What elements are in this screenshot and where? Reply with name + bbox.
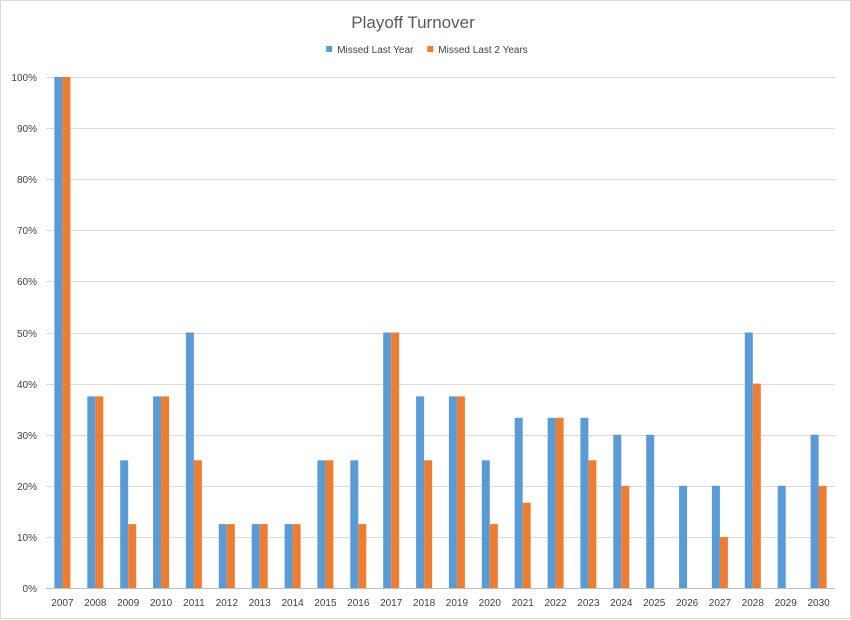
bar-missed-last-year <box>481 460 490 589</box>
x-tick-label: 2015 <box>314 598 337 609</box>
bar-missed-last-year <box>383 332 392 588</box>
x-axis-ticks: 2007 2008 2009 2010 2011 2012 2013 2014 2015 2016… <box>51 598 830 609</box>
bar-missed-last-2-years <box>259 524 268 588</box>
y-tick-label: 60% <box>17 277 37 288</box>
bar-missed-last-2-years <box>555 417 564 588</box>
bar-missed-last-year <box>711 485 720 588</box>
y-axis-ticks: 0% 10% 20% 30% 40% 50% 60% 70% 80% 90% 100% <box>11 73 37 595</box>
x-tick-label: 2007 <box>51 598 74 609</box>
bar-missed-last-2-years <box>325 460 334 589</box>
y-tick-label: 20% <box>17 482 37 493</box>
bar-missed-last-year <box>679 485 688 588</box>
bar-missed-last-2-years <box>456 396 465 588</box>
legend: Missed Last Year Missed Last 2 Years <box>326 45 528 56</box>
legend-label: Missed Last Year <box>337 45 414 56</box>
x-tick-label: 2028 <box>742 598 765 609</box>
bar-missed-last-2-years <box>62 77 71 588</box>
y-tick-label: 0% <box>23 584 38 595</box>
bar-missed-last-2-years <box>193 460 202 589</box>
bar-missed-last-2-years <box>95 396 104 588</box>
x-tick-label: 2017 <box>380 598 403 609</box>
bar-missed-last-year <box>284 524 293 588</box>
x-tick-label: 2019 <box>446 598 469 609</box>
bar-missed-last-year <box>646 434 655 588</box>
x-tick-label: 2021 <box>512 598 535 609</box>
bar-missed-last-year <box>580 417 589 588</box>
y-tick-label: 10% <box>17 533 37 544</box>
chart-title: Playoff Turnover <box>351 13 475 32</box>
legend-swatch <box>326 46 333 52</box>
bar-missed-last-2-years <box>588 460 597 589</box>
x-tick-label: 2018 <box>413 598 436 609</box>
bars <box>54 77 827 589</box>
x-tick-label: 2016 <box>347 598 370 609</box>
bar-missed-last-2-years <box>292 524 301 588</box>
bar-missed-last-year <box>54 77 63 588</box>
bar-missed-last-year <box>350 460 359 589</box>
bar-missed-last-year <box>613 434 622 588</box>
x-tick-label: 2020 <box>479 598 502 609</box>
bar-missed-last-year <box>514 417 523 588</box>
gridlines <box>46 77 835 589</box>
bar-missed-last-year <box>218 524 227 588</box>
bar-missed-last-year <box>87 396 96 588</box>
bar-missed-last-year <box>153 396 162 588</box>
x-tick-label: 2030 <box>807 598 830 609</box>
x-tick-label: 2012 <box>216 598 239 609</box>
bar-missed-last-2-years <box>818 485 827 588</box>
bar-missed-last-2-years <box>226 524 235 588</box>
x-tick-label: 2024 <box>610 598 633 609</box>
y-tick-label: 90% <box>17 124 37 135</box>
bar-missed-last-2-years <box>391 332 400 588</box>
x-tick-label: 2009 <box>117 598 140 609</box>
y-tick-label: 50% <box>17 329 37 340</box>
legend-swatch <box>427 46 434 52</box>
y-tick-label: 40% <box>17 380 37 391</box>
x-tick-label: 2008 <box>84 598 107 609</box>
x-tick-label: 2022 <box>544 598 567 609</box>
y-tick-label: 80% <box>17 175 37 186</box>
bar-missed-last-year <box>416 396 425 588</box>
x-tick-label: 2011 <box>183 598 205 609</box>
x-tick-label: 2026 <box>676 598 699 609</box>
bar-missed-last-2-years <box>128 524 137 588</box>
bar-missed-last-2-years <box>752 383 761 588</box>
x-tick-label: 2029 <box>775 598 798 609</box>
x-tick-label: 2025 <box>643 598 666 609</box>
bar-missed-last-year <box>777 485 786 588</box>
x-tick-label: 2010 <box>150 598 173 609</box>
bar-missed-last-year <box>185 332 194 588</box>
bar-missed-last-2-years <box>719 536 728 588</box>
bar-missed-last-year <box>448 396 457 588</box>
bar-missed-last-2-years <box>621 485 630 588</box>
bar-missed-last-year <box>317 460 326 589</box>
bar-missed-last-2-years <box>522 502 531 588</box>
x-tick-label: 2014 <box>281 598 304 609</box>
bar-missed-last-2-years <box>161 396 170 588</box>
bar-missed-last-year <box>547 417 556 588</box>
bar-missed-last-2-years <box>358 524 367 588</box>
bar-missed-last-year <box>810 434 819 588</box>
bar-missed-last-year <box>120 460 129 589</box>
legend-label: Missed Last 2 Years <box>438 45 528 56</box>
y-tick-label: 70% <box>17 226 37 237</box>
x-tick-label: 2027 <box>709 598 732 609</box>
y-tick-label: 30% <box>17 431 37 442</box>
bar-missed-last-2-years <box>489 524 498 588</box>
bar-missed-last-2-years <box>424 460 433 589</box>
y-tick-label: 100% <box>11 73 37 84</box>
x-tick-label: 2023 <box>577 598 600 609</box>
x-tick-label: 2013 <box>249 598 272 609</box>
bar-missed-last-year <box>744 332 753 588</box>
bar-missed-last-year <box>251 524 260 588</box>
